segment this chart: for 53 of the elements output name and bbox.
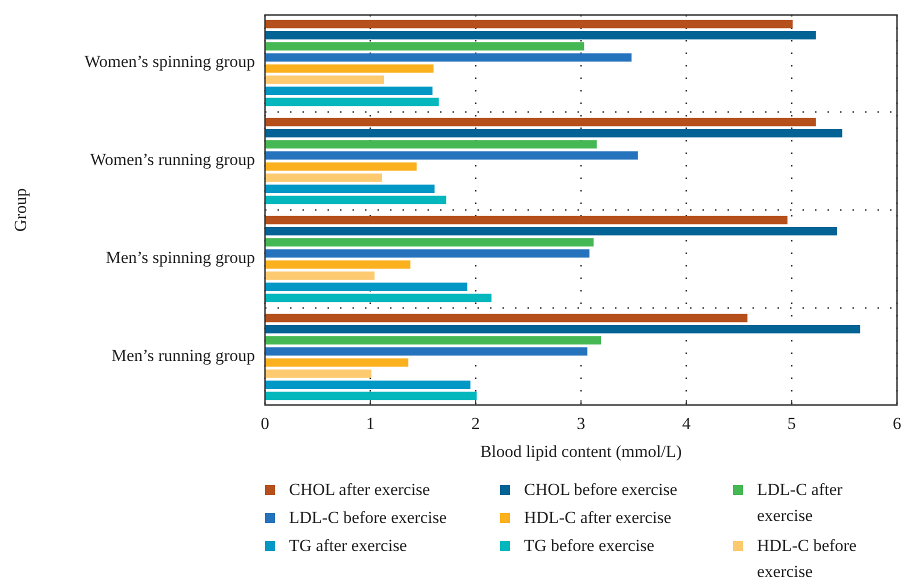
bar bbox=[265, 272, 375, 280]
bar bbox=[265, 140, 597, 148]
bar bbox=[265, 162, 417, 171]
bar bbox=[265, 260, 410, 269]
bar bbox=[265, 76, 384, 84]
x-tick-label: 3 bbox=[576, 414, 586, 433]
bar bbox=[265, 53, 632, 62]
bar bbox=[265, 118, 816, 126]
bar bbox=[265, 294, 492, 302]
bar bbox=[265, 64, 434, 73]
legend-label: HDL-C after exercise bbox=[524, 508, 672, 527]
legend-label: CHOL before exercise bbox=[524, 480, 678, 499]
bar bbox=[265, 216, 788, 224]
bar bbox=[265, 151, 638, 160]
legend-label: HDL-C before exercise bbox=[757, 536, 857, 578]
y-axis-title: Group bbox=[11, 188, 30, 232]
x-tick-label: 6 bbox=[892, 414, 902, 433]
bar bbox=[265, 31, 816, 40]
bar bbox=[265, 336, 602, 344]
bar bbox=[265, 282, 468, 291]
bar bbox=[265, 392, 477, 400]
y-tick-label: Women’s running group bbox=[90, 150, 255, 169]
bar bbox=[265, 358, 408, 367]
bar bbox=[265, 380, 470, 389]
bar bbox=[265, 249, 590, 258]
legend-label: TG before exercise bbox=[524, 536, 654, 555]
legend-label: TG after exercise bbox=[289, 536, 407, 555]
y-tick-label: Men’s spinning group bbox=[106, 248, 255, 267]
bar bbox=[265, 314, 748, 322]
bar bbox=[265, 196, 446, 204]
bar bbox=[265, 347, 588, 356]
bar bbox=[265, 227, 837, 236]
bar bbox=[265, 324, 860, 334]
bar bbox=[265, 20, 793, 28]
legend-label: LDL-C before exercise bbox=[289, 508, 447, 527]
x-tick-label: 5 bbox=[787, 414, 796, 433]
x-axis-title: Blood lipid content (mmol/L) bbox=[480, 442, 682, 461]
y-tick-label: Men’s running group bbox=[111, 346, 255, 365]
bar bbox=[265, 174, 382, 182]
bar bbox=[265, 129, 842, 138]
bar bbox=[265, 370, 372, 378]
x-tick-label: 4 bbox=[682, 414, 692, 433]
y-tick-label: Women’s spinning group bbox=[84, 52, 255, 71]
legend-label: LDL-C after exercise bbox=[757, 480, 843, 525]
bar bbox=[265, 238, 594, 246]
bar bbox=[265, 98, 439, 106]
x-tick-label: 0 bbox=[260, 414, 270, 433]
x-tick-label: 2 bbox=[471, 414, 480, 433]
legend-label: CHOL after exercise bbox=[289, 480, 430, 499]
bar bbox=[265, 42, 584, 50]
bar bbox=[265, 184, 435, 193]
x-tick-label: 1 bbox=[366, 414, 375, 433]
bar bbox=[265, 86, 432, 96]
